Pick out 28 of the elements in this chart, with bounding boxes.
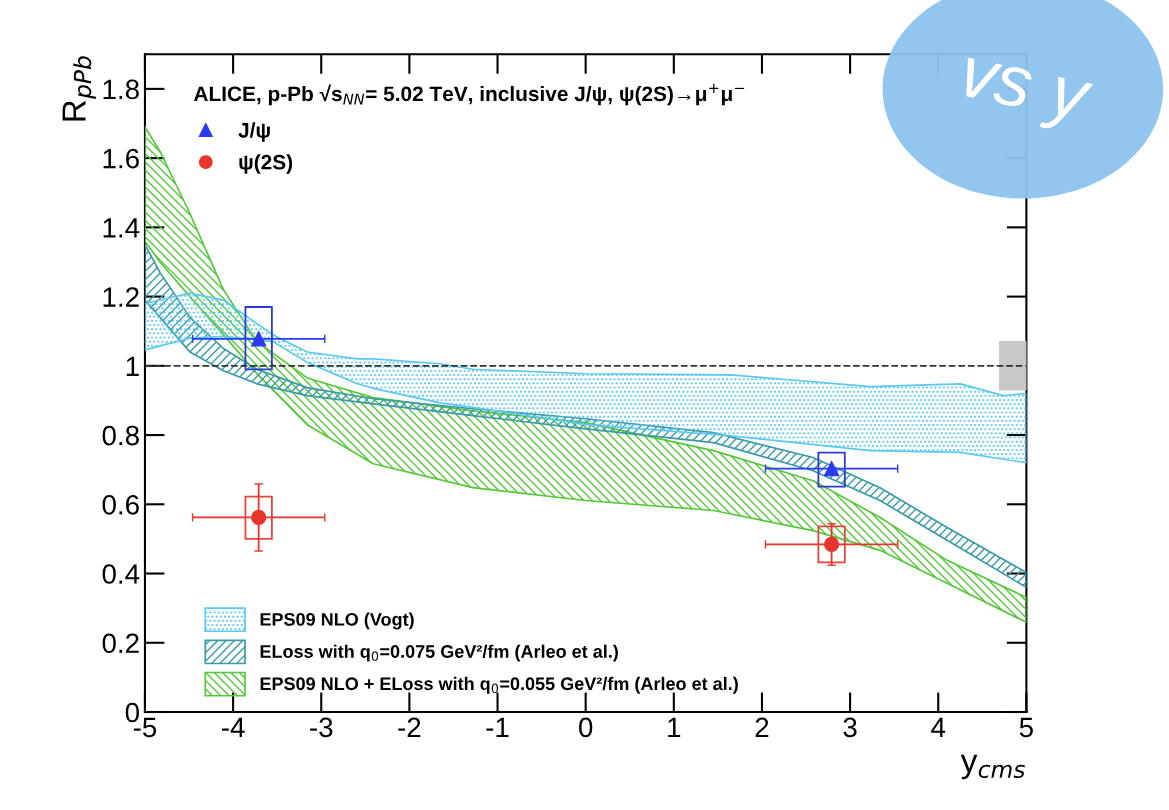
legend-label: EPS09 NLO + ELoss with q$_{0}$=0.055 GeV²/fm (Arleo et al.): [260, 676, 738, 694]
y-tick-label: 1: [126, 356, 139, 376]
x-tick-label: -3: [310, 717, 333, 738]
y-tick-label: 1.6: [103, 148, 139, 169]
x-tick-label: 1: [668, 717, 681, 737]
x-tick-label: 2: [755, 717, 769, 737]
y-tick-label: 1.8: [103, 79, 139, 100]
y-axis-title: R$_{pPb}$: [62, 56, 96, 121]
y-tick-label: 0.6: [102, 494, 139, 515]
x-tick-label: 4: [931, 717, 946, 737]
x-tick-label: 0: [579, 717, 593, 738]
x-tick-label: 3: [843, 717, 857, 738]
y-tick-label: 1.2: [103, 287, 139, 307]
y-tick-label: 0.8: [102, 425, 139, 446]
y-tick-label: 0.2: [102, 633, 139, 654]
x-tick-label: -1: [486, 717, 509, 737]
legend-label: J/ψ: [238, 122, 270, 142]
text: ALICE, p-Pb √s$_{NN}$= 5.02 TeV, inclusive J/ψ, ψ(2S)→μ$^{+}$μ$^{−}$: [193, 83, 745, 106]
x-tick-label: -2: [398, 717, 421, 737]
x-tick-label: -4: [221, 717, 245, 737]
y-tick-label: 1.4: [103, 218, 140, 238]
legend-label: ψ(2S): [239, 154, 293, 174]
x-axis-title: y$_{cms}$: [960, 754, 1025, 780]
legend-label: EPS09 NLO (Vogt): [260, 612, 414, 630]
y-tick-label: 0.4: [102, 564, 140, 584]
legend-label: ELoss with q$_{0}$=0.075 GeV²/fm (Arleo et al.): [260, 644, 618, 662]
annotation: vs y: [956, 56, 1094, 137]
x-tick-label: 5: [1019, 717, 1033, 738]
